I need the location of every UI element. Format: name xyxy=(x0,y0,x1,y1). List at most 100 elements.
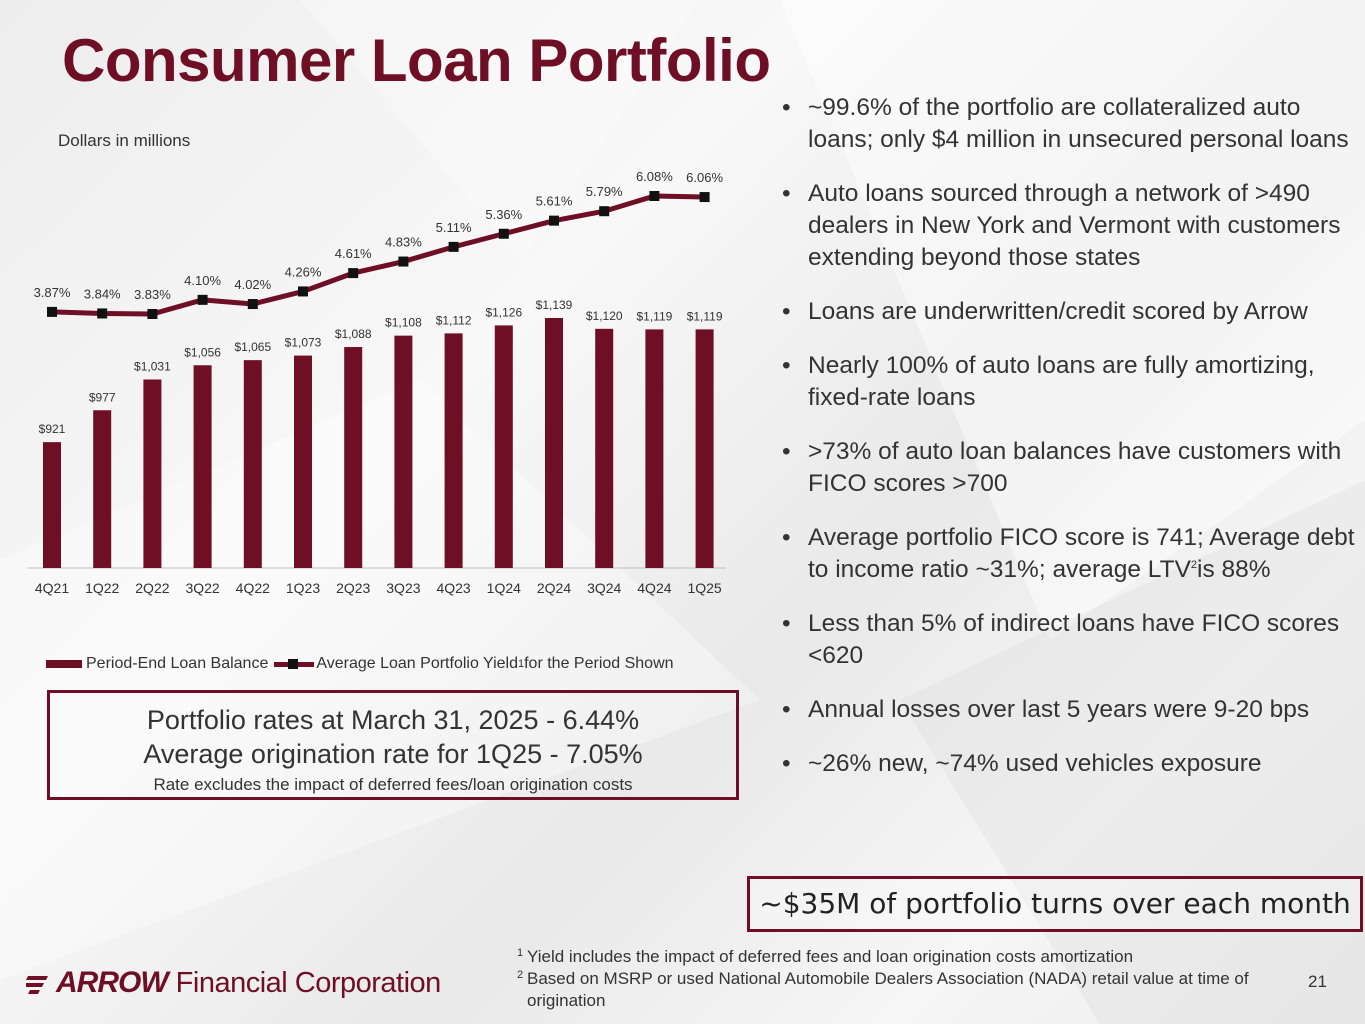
yield-label: 4.83% xyxy=(385,235,422,250)
x-tick-label: 2Q22 xyxy=(135,580,169,596)
footnote-text: Yield includes the impact of deferred fe… xyxy=(527,947,1134,966)
company-logo: ARROW Financial Corporation xyxy=(26,966,441,1000)
yield-label: 4.02% xyxy=(234,277,271,292)
x-tick-label: 1Q24 xyxy=(487,580,521,596)
legend-line-label-post: for the Period Shown xyxy=(524,655,674,672)
page-number: 21 xyxy=(1308,972,1327,991)
bar-label: $1,073 xyxy=(285,336,322,350)
bar-label: $1,065 xyxy=(234,340,271,354)
fico-text-post: is 88% xyxy=(1197,556,1271,583)
bar-label: $1,112 xyxy=(436,313,472,327)
yield-point-4Q21 xyxy=(47,306,57,317)
fico-footnote: 2 xyxy=(1190,558,1198,571)
yield-point-4Q23 xyxy=(448,241,459,252)
bar-label: $1,088 xyxy=(335,327,372,341)
bullet-item-fico: Average portfolio FICO score is 741; Ave… xyxy=(780,522,1360,586)
fico-text-pre: Average portfolio FICO score is 741; Ave… xyxy=(808,524,1355,583)
yield-label: 3.84% xyxy=(84,286,121,301)
legend-bar-label: Period-End Loan Balance xyxy=(86,655,269,672)
yield-label: 5.79% xyxy=(586,184,623,199)
bar-3Q23 xyxy=(394,335,413,568)
x-tick-label: 2Q23 xyxy=(336,580,370,596)
x-tick-label: 4Q23 xyxy=(436,580,470,596)
yield-label: 3.83% xyxy=(134,287,171,302)
x-tick-label: 2Q24 xyxy=(537,580,571,596)
x-tick-label: 1Q23 xyxy=(286,580,320,596)
chart-subtitle: Dollars in millions xyxy=(58,131,191,150)
yield-point-3Q23 xyxy=(398,256,409,267)
footnotes: 1 Yield includes the impact of deferred … xyxy=(513,946,1273,1012)
bar-label: $1,031 xyxy=(134,360,171,374)
x-tick-label: 3Q23 xyxy=(386,580,420,596)
origination-rate-text: Average origination rate for 1Q25 - 7.05… xyxy=(143,739,643,769)
bar-3Q24 xyxy=(595,328,614,568)
bullet-item: Annual losses over last 5 years were 9-2… xyxy=(780,694,1360,726)
bar-label: $977 xyxy=(89,390,116,404)
logo-word: ARROW xyxy=(56,966,169,999)
legend-item-line: Average Loan Portfolio Yield 1 for the Per… xyxy=(274,655,674,673)
bar-label: $1,119 xyxy=(636,309,672,323)
bullet-item: Loans are underwritten/credit scored by … xyxy=(780,296,1360,328)
arrow-logo-icon xyxy=(26,976,48,994)
consumer-loan-chart: $921 4Q21 $977 1Q22 $1,031 2Q22 $1,056 3Q22 $1,0… xyxy=(28,169,726,596)
portfolio-rate-text: Portfolio rates at March 31, 2025 - 6.44… xyxy=(146,705,640,735)
rates-note: Rate excludes the impact of deferred fee… xyxy=(153,775,633,794)
x-tick-label: 4Q21 xyxy=(35,580,69,596)
x-tick-label: 4Q22 xyxy=(236,580,270,596)
yield-label: 3.87% xyxy=(34,285,71,300)
legend-line-swatch xyxy=(274,658,315,669)
portfolio-rates-box: Portfolio rates at March 31, 2025 - 6.44… xyxy=(47,690,739,800)
bar-4Q24 xyxy=(645,329,664,568)
bar-2Q22 xyxy=(143,379,162,568)
bullet-item: Nearly 100% of auto loans are fully amor… xyxy=(780,350,1360,414)
yield-label: 6.06% xyxy=(686,170,723,185)
bullet-item: Auto loans sourced through a network of … xyxy=(780,178,1360,274)
bar-label: $1,119 xyxy=(687,309,723,323)
footnote-2: 2 Based on MSRP or used National Automob… xyxy=(513,968,1273,1012)
x-tick-label: 3Q22 xyxy=(185,580,219,596)
bar-2Q24 xyxy=(545,318,563,568)
x-tick-label: 3Q24 xyxy=(587,580,621,596)
bullet-item: >73% of auto loan balances have customer… xyxy=(780,436,1360,500)
yield-label: 6.08% xyxy=(636,169,673,184)
bar-1Q25 xyxy=(695,329,714,568)
yield-label: 4.10% xyxy=(184,273,221,288)
yield-point-1Q23 xyxy=(298,286,308,297)
legend-item-bar: Period-End Loan Balance xyxy=(46,655,268,673)
bar-2Q23 xyxy=(344,347,363,568)
yield-point-3Q24 xyxy=(599,206,610,217)
key-points-list: ~99.6% of the portfolio are collateraliz… xyxy=(780,92,1360,802)
chart-legend: Period-End Loan Balance Average Loan Por… xyxy=(46,655,674,673)
yield-point-3Q22 xyxy=(197,294,208,305)
bar-4Q23 xyxy=(444,333,463,568)
bullet-item: ~99.6% of the portfolio are collateraliz… xyxy=(780,92,1360,156)
bar-1Q24 xyxy=(494,325,513,568)
bar-1Q23 xyxy=(294,355,312,568)
bar-label: $1,126 xyxy=(485,305,522,319)
yield-point-2Q22 xyxy=(147,309,158,319)
turnover-callout: ~$35M of portfolio turns over each month xyxy=(747,876,1363,932)
yield-label: 4.61% xyxy=(335,246,372,261)
bar-label: $1,056 xyxy=(184,345,221,359)
yield-point-1Q22 xyxy=(97,308,108,319)
footnote-1: 1 Yield includes the impact of deferred … xyxy=(513,946,1273,968)
yield-label: 5.11% xyxy=(436,220,472,235)
bar-label: $1,108 xyxy=(385,316,422,330)
bar-4Q21 xyxy=(43,442,61,568)
legend-bar-swatch xyxy=(46,660,82,668)
x-tick-label: 4Q24 xyxy=(637,580,671,596)
yield-point-1Q24 xyxy=(498,228,509,239)
logo-company-name: Financial Corporation xyxy=(175,966,442,999)
yield-label: 4.26% xyxy=(285,264,322,279)
bar-3Q22 xyxy=(193,365,212,568)
bar-label: $1,120 xyxy=(586,309,623,323)
yield-label: 5.36% xyxy=(485,207,522,222)
bullet-item: Less than 5% of indirect loans have FICO… xyxy=(780,608,1360,672)
yield-label: 5.61% xyxy=(536,194,573,209)
yield-line xyxy=(51,193,705,317)
yield-point-4Q24 xyxy=(649,191,660,201)
footnote-number: 2 xyxy=(517,969,524,981)
bar-label: $1,139 xyxy=(536,298,573,312)
bar-label: $921 xyxy=(39,422,66,436)
page-title: Consumer Loan Portfolio xyxy=(62,27,771,94)
